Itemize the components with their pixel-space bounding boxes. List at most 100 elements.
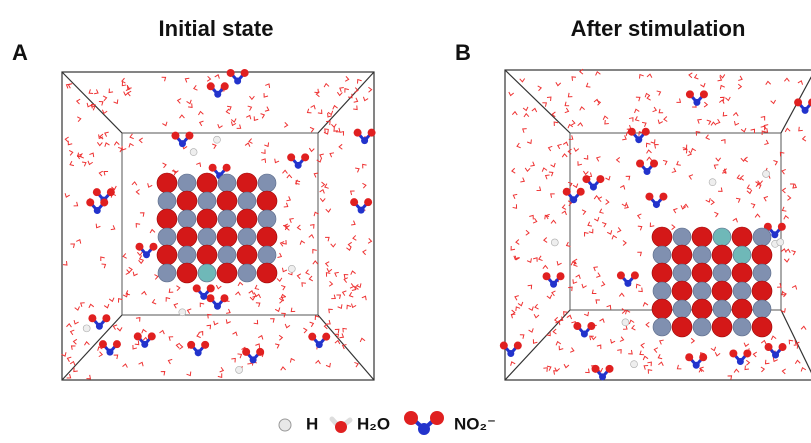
water	[672, 168, 676, 173]
oxygen-atom	[157, 173, 177, 193]
water	[249, 291, 254, 295]
water	[320, 190, 325, 194]
metal-atom	[258, 174, 276, 192]
oxygen	[514, 342, 522, 350]
oxygen-atom	[712, 281, 732, 301]
water	[246, 115, 251, 119]
oxygen-atom	[652, 299, 672, 319]
nitrite	[686, 90, 708, 106]
water	[63, 261, 67, 265]
water	[646, 322, 649, 327]
oxygen	[113, 340, 121, 348]
water	[787, 195, 790, 200]
water	[104, 304, 109, 308]
nitrite	[592, 365, 614, 381]
water	[326, 363, 330, 367]
metal-atom	[218, 210, 236, 228]
water	[657, 91, 661, 96]
water	[68, 84, 72, 89]
water	[626, 176, 630, 180]
water	[329, 281, 332, 286]
oxygen	[794, 98, 802, 106]
water	[70, 362, 75, 366]
water	[512, 168, 515, 173]
water	[337, 92, 342, 95]
hydrogen	[236, 366, 243, 373]
water	[736, 198, 740, 202]
water	[771, 100, 776, 104]
water	[543, 266, 548, 269]
water	[535, 304, 539, 309]
water	[281, 367, 286, 370]
water	[75, 306, 80, 310]
water	[245, 143, 250, 147]
nitrite	[543, 272, 565, 288]
water	[231, 358, 235, 362]
oxygen	[187, 341, 195, 349]
water	[353, 235, 356, 240]
nitrite	[206, 294, 228, 310]
water	[351, 191, 355, 195]
water	[335, 341, 340, 345]
water	[547, 295, 552, 299]
nitrogen	[96, 323, 103, 330]
water	[162, 163, 166, 168]
water	[761, 117, 765, 121]
water	[238, 354, 242, 358]
oxygen-atom	[692, 227, 712, 247]
water	[290, 359, 294, 363]
oxygen-atom	[157, 209, 177, 229]
water	[129, 267, 132, 272]
water	[785, 128, 790, 131]
water	[73, 339, 76, 344]
legend-label: H₂O	[357, 414, 390, 433]
water	[715, 352, 720, 356]
water	[287, 175, 292, 178]
nitrogen	[214, 303, 221, 310]
hydrogen	[631, 361, 638, 368]
metal-atom	[673, 228, 691, 246]
water	[801, 368, 806, 372]
oxygen-atom	[177, 263, 197, 283]
water	[162, 77, 166, 81]
metal-atom	[218, 246, 236, 264]
water	[197, 333, 201, 338]
water	[781, 249, 786, 253]
water	[635, 109, 640, 113]
nitrite	[227, 69, 249, 85]
metal-atom	[713, 264, 731, 282]
water	[790, 184, 794, 188]
water	[612, 236, 617, 240]
nitrogen	[581, 331, 588, 338]
oxygen	[606, 365, 614, 373]
oxygen	[185, 132, 193, 140]
water	[74, 368, 78, 372]
water	[716, 119, 720, 124]
oxygen	[207, 284, 215, 292]
water	[166, 298, 170, 302]
water	[254, 116, 258, 120]
oxygen-atom	[217, 263, 237, 283]
water	[620, 186, 625, 190]
water	[176, 286, 179, 291]
water	[520, 178, 524, 182]
water	[187, 309, 191, 314]
oxygen	[577, 188, 585, 196]
metal-atom	[753, 300, 771, 318]
water	[307, 109, 311, 113]
nitrogen	[295, 162, 302, 169]
water	[677, 365, 681, 369]
water	[331, 244, 336, 247]
hydrogen	[288, 265, 295, 272]
water	[524, 114, 529, 117]
water	[734, 121, 738, 125]
water	[174, 304, 178, 309]
panel-title: Initial state	[159, 16, 274, 41]
water	[650, 223, 654, 227]
water	[261, 114, 265, 119]
water	[343, 328, 347, 332]
water	[355, 168, 359, 172]
water	[720, 86, 724, 90]
nitrogen	[214, 91, 221, 98]
nitrite	[99, 340, 121, 356]
